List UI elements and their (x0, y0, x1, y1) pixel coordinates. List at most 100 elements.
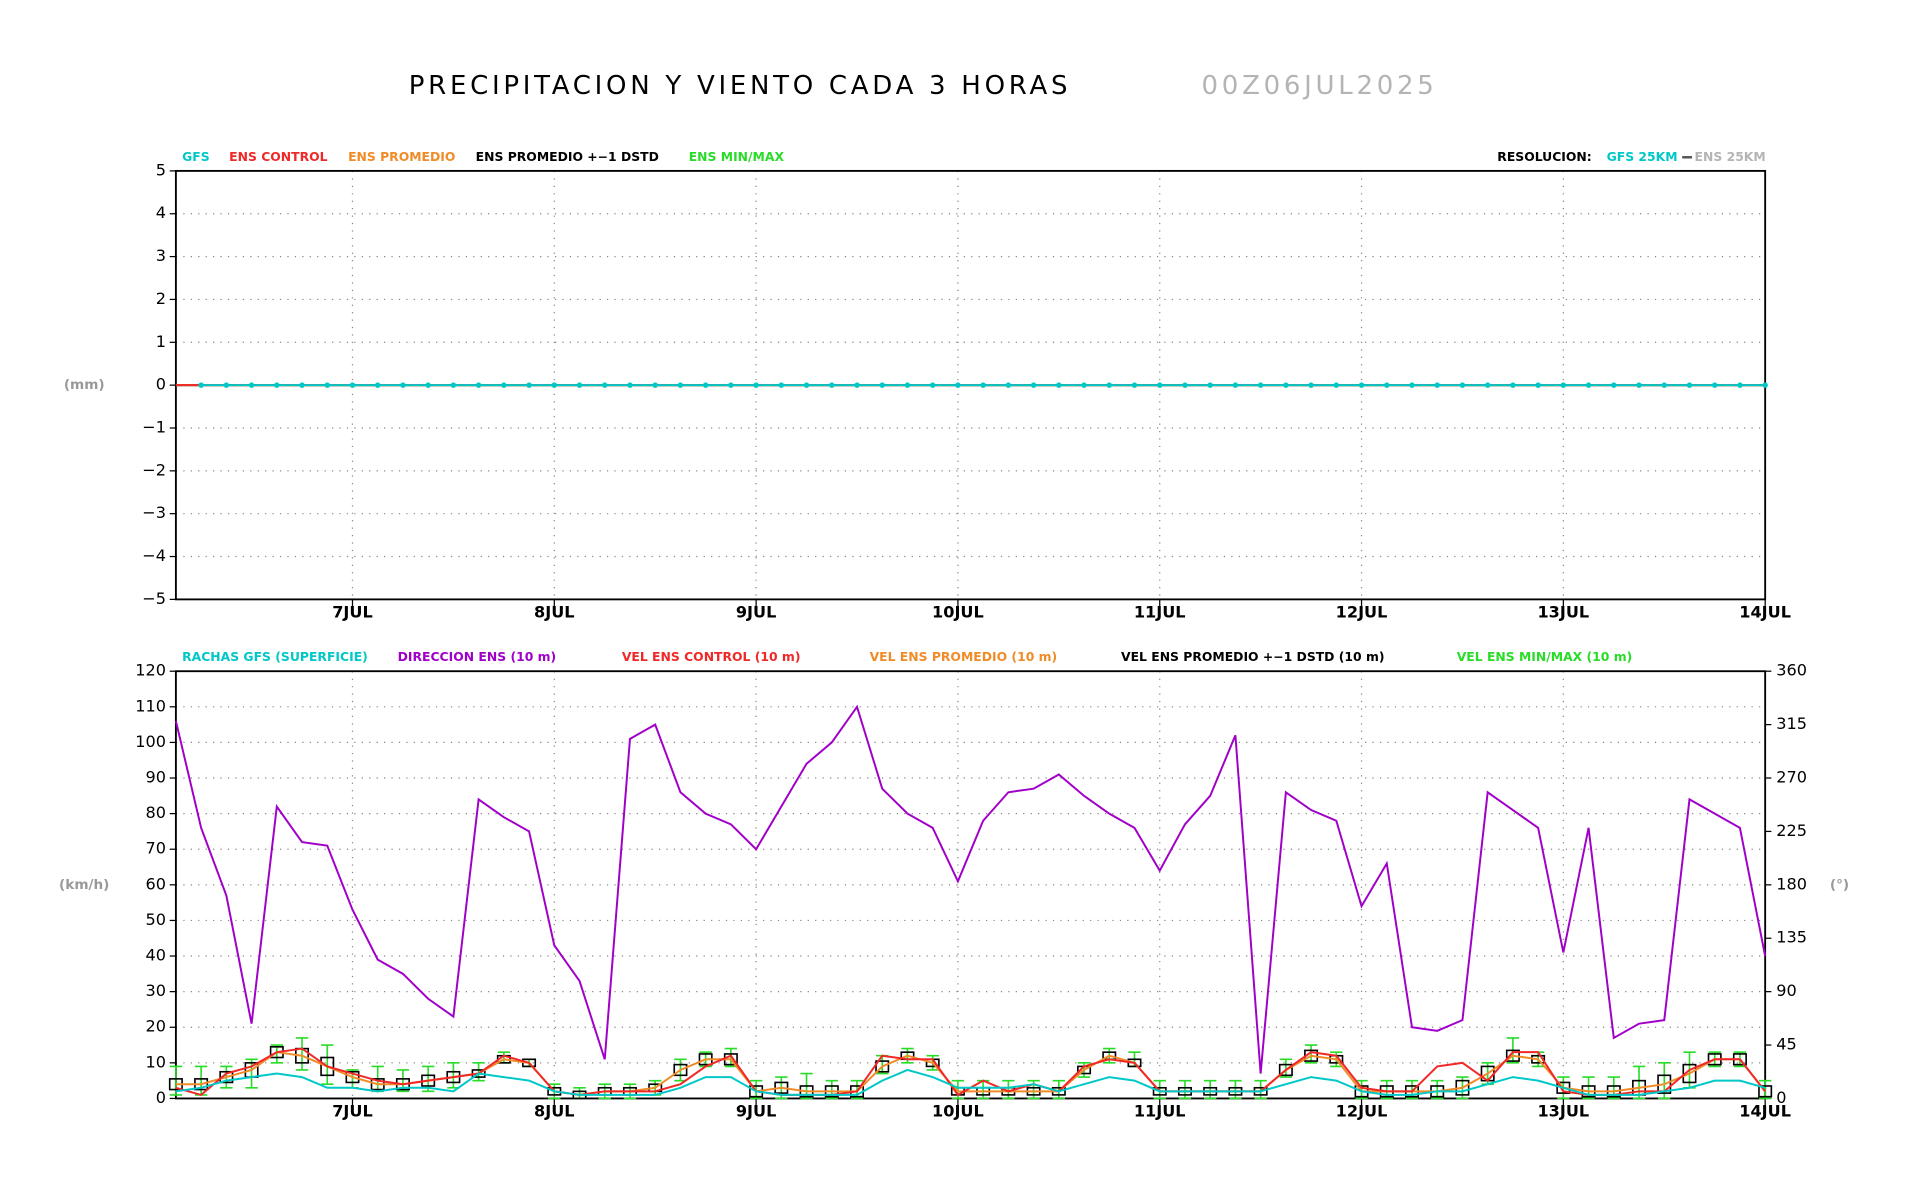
series-marker (1762, 382, 1768, 388)
series-marker (1056, 382, 1062, 388)
series-marker (854, 382, 860, 388)
std-box (320, 1056, 335, 1077)
y-tick-label: 3 (156, 246, 166, 265)
x-tick-label: 7JUL (332, 1102, 373, 1121)
series-marker (1686, 382, 1693, 388)
run-date: 00Z06JUL2025 (1202, 71, 1438, 101)
y-tick-label: 0 (156, 1088, 166, 1107)
x-tick-label: 13JUL (1537, 1102, 1589, 1121)
y-tick-label: −2 (142, 460, 166, 479)
series-marker (955, 382, 961, 388)
series-marker (1585, 382, 1592, 388)
series-marker (1207, 382, 1213, 388)
series-marker (1358, 382, 1365, 388)
series-marker (904, 382, 911, 388)
series-marker (299, 382, 305, 388)
series-marker (1711, 382, 1718, 388)
std-box (1682, 1063, 1697, 1084)
series-marker (501, 382, 507, 388)
x-tick-label: 9JUL (736, 1102, 777, 1121)
x-tick-label: 7JUL (332, 603, 373, 622)
std-box (1758, 1085, 1773, 1098)
x-tick-label: 8JUL (534, 1102, 575, 1121)
series-marker (1661, 382, 1667, 388)
resolution-label: RESOLUCION: (1497, 150, 1591, 164)
series-line (175, 1068, 1766, 1096)
y-tick-label: −1 (142, 417, 166, 436)
y-tick-label: −4 (142, 546, 166, 565)
y-axis-label: (mm) (64, 377, 105, 393)
series-marker (1283, 382, 1289, 388)
series-marker (1484, 382, 1491, 388)
x-tick-label: 12JUL (1336, 1102, 1388, 1121)
std-box (345, 1070, 360, 1084)
series-marker (1131, 382, 1138, 388)
y2-tick-label: 180 (1776, 874, 1807, 893)
min-max-bar (1279, 1058, 1293, 1078)
min-max-bar (1304, 1044, 1318, 1064)
legend-entry: RACHAS GFS (SUPERFICIE) (182, 650, 368, 664)
std-box (1278, 1063, 1293, 1077)
series-marker (1636, 382, 1642, 388)
y-tick-label: 90 (146, 768, 166, 787)
series-marker (1333, 382, 1340, 388)
legend-entry: GFS (182, 150, 210, 164)
y2-tick-label: 360 (1776, 661, 1807, 680)
resolution-item: ENS 25KM (1695, 150, 1766, 164)
series-marker (349, 382, 356, 388)
y2-tick-label: 90 (1776, 981, 1796, 1000)
series-marker (929, 382, 936, 388)
y-tick-label: 20 (146, 1017, 166, 1036)
series-marker (753, 382, 759, 388)
y-tick-label: 50 (146, 910, 166, 929)
min-max-bar (295, 1037, 309, 1071)
x-tick-label: 10JUL (932, 603, 984, 622)
y-tick-label: 70 (146, 839, 166, 858)
series-marker (879, 382, 885, 388)
std-box (673, 1063, 688, 1077)
series-marker (1157, 382, 1163, 388)
series-marker (980, 382, 986, 388)
series-marker (1434, 382, 1440, 388)
min-max-bar (1431, 1079, 1444, 1100)
plot-frame (174, 670, 1767, 1100)
y2-tick-label: 270 (1776, 768, 1807, 787)
min-max-bar (245, 1058, 258, 1089)
legend-entry: VEL ENS PROMEDIO +−1 DSTD (10 m) (1121, 650, 1384, 664)
series-marker (1081, 382, 1087, 388)
x-tick-label: 9JUL (736, 603, 777, 622)
legend-entry: VEL ENS CONTROL (10 m) (622, 650, 801, 664)
series-marker (1232, 382, 1239, 388)
y-tick-label: −3 (142, 503, 166, 522)
y2-tick-label: 135 (1776, 928, 1807, 947)
x-tick-label: 13JUL (1537, 603, 1589, 622)
std-box (219, 1070, 234, 1084)
series-marker (803, 382, 810, 388)
legend-entry: ENS PROMEDIO (348, 150, 455, 164)
series-marker (450, 382, 457, 388)
series-marker (324, 382, 330, 388)
y-tick-label: 120 (135, 661, 166, 680)
min-max-bar (724, 1047, 738, 1068)
series-marker (425, 382, 431, 388)
x-tick-label: 11JUL (1134, 1102, 1186, 1121)
min-max-bar (321, 1044, 334, 1086)
series-marker (1611, 382, 1617, 388)
legend-entry: DIRECCION ENS (10 m) (398, 650, 557, 664)
series-marker (1737, 382, 1743, 388)
resolution-item: GFS 25KM (1607, 150, 1678, 164)
series-marker (1030, 382, 1037, 388)
y-tick-label: 5 (156, 160, 166, 179)
series-marker (1510, 382, 1516, 388)
series-marker (1409, 382, 1415, 388)
y-tick-label: 2 (156, 289, 166, 308)
series-marker (677, 382, 684, 388)
min-max-bar (1178, 1079, 1192, 1100)
std-box (875, 1060, 890, 1073)
series-marker (1308, 382, 1314, 388)
series-marker (374, 382, 381, 388)
min-max-bar (1229, 1079, 1242, 1100)
series-marker (526, 382, 532, 388)
series-marker (576, 382, 583, 388)
